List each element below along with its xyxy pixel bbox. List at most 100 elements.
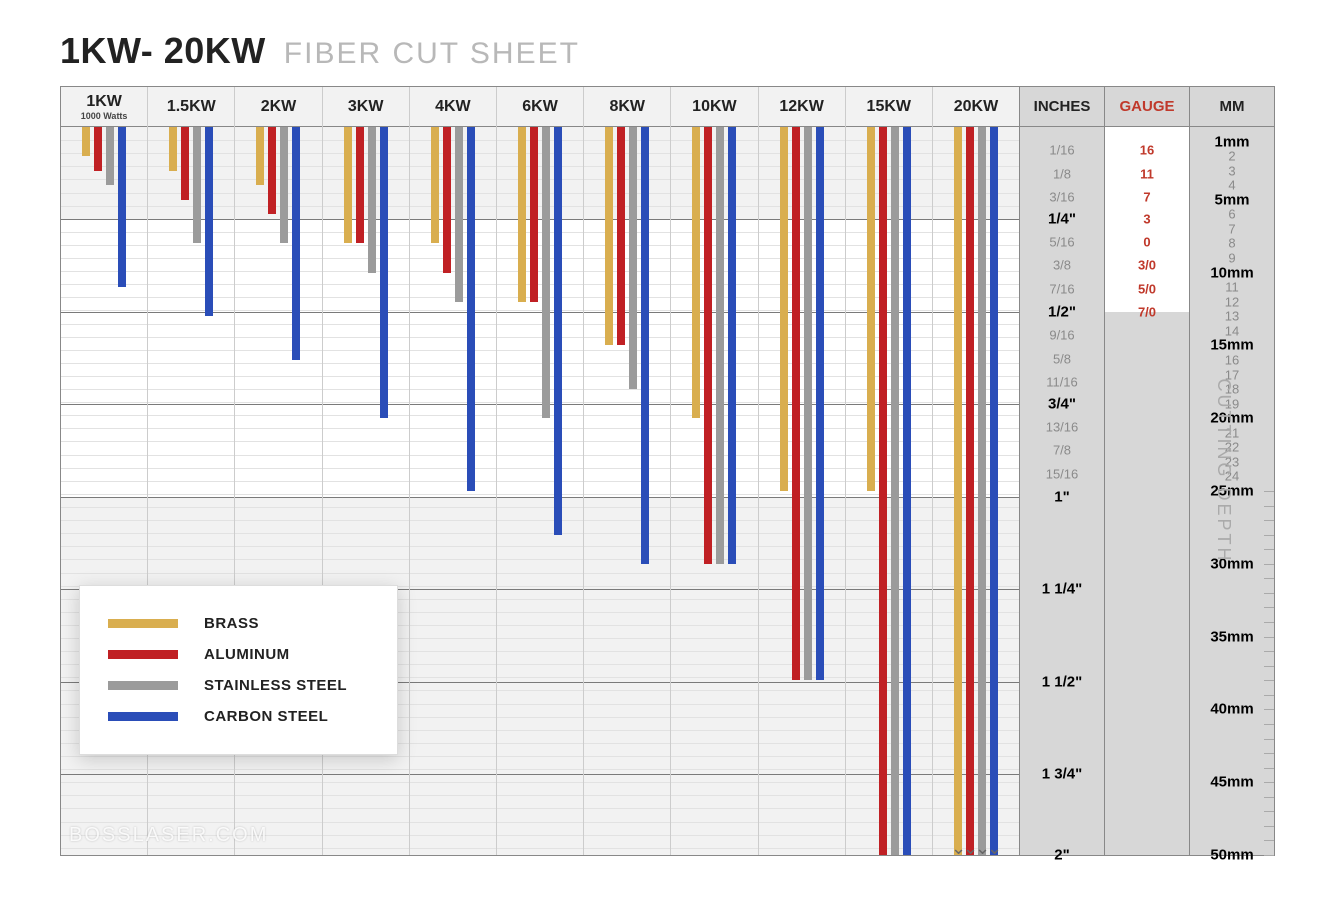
scale-inches-header: INCHES — [1020, 87, 1104, 127]
legend-swatch-stainless — [108, 681, 178, 690]
inches-mark: 15/16 — [1020, 466, 1104, 481]
mm-mark: 2 — [1190, 149, 1274, 164]
legend-swatch-brass — [108, 619, 178, 628]
power-col-header: 10KW — [671, 87, 757, 127]
mm-mark: 40mm — [1190, 701, 1274, 718]
bar-brass — [954, 127, 962, 855]
mm-fine-tick — [1264, 637, 1274, 638]
bar-aluminum — [356, 127, 364, 243]
bar-carbon — [205, 127, 213, 316]
watermark: BOSSLASER.COM — [69, 824, 268, 847]
bar-aluminum — [792, 127, 800, 680]
inches-mark: 7/8 — [1020, 443, 1104, 458]
scale-inches: INCHES 1/161/83/161/4"5/163/87/161/2"9/1… — [1019, 87, 1104, 855]
inches-mark: 3/4" — [1020, 396, 1104, 413]
gauge-shade — [1105, 312, 1189, 855]
bar-brass — [867, 127, 875, 491]
overflow-arrow-icon: ⌄ — [987, 838, 1002, 859]
mm-mark: 45mm — [1190, 774, 1274, 791]
power-label: 10KW — [692, 98, 736, 116]
mm-mark: 8 — [1190, 236, 1274, 251]
mm-mark: 1mm — [1190, 133, 1274, 150]
bar-aluminum — [94, 127, 102, 171]
mm-fine-tick — [1264, 593, 1274, 594]
cutting-depth-label: CUTTING DEPTH — [1213, 379, 1234, 564]
bar-brass — [82, 127, 90, 156]
power-col: 10KW — [671, 87, 758, 855]
bar-stainless — [978, 127, 986, 855]
bar-stainless — [193, 127, 201, 243]
mm-fine-tick — [1264, 666, 1274, 667]
inches-mark: 3/8 — [1020, 258, 1104, 273]
power-col-header: 15KW — [846, 87, 932, 127]
mm-fine-tick — [1264, 695, 1274, 696]
title-sub: FIBER CUT SHEET — [284, 37, 580, 71]
mm-fine-tick — [1264, 535, 1274, 536]
gauge-mark: 7 — [1105, 189, 1189, 204]
scale-mm-header: MM — [1190, 87, 1274, 127]
inches-mark: 1" — [1020, 488, 1104, 505]
power-label: 15KW — [867, 98, 911, 116]
mm-fine-tick — [1264, 797, 1274, 798]
inches-mark: 2" — [1020, 847, 1104, 864]
legend-row: BRASS — [108, 608, 347, 639]
mm-fine-tick — [1264, 564, 1274, 565]
bar-brass — [431, 127, 439, 243]
legend-label: CARBON STEEL — [204, 708, 328, 725]
gauge-mark: 7/0 — [1105, 304, 1189, 319]
inches-mark: 1/4" — [1020, 211, 1104, 228]
mm-mark: 12 — [1190, 294, 1274, 309]
legend-label: STAINLESS STEEL — [204, 677, 347, 694]
bar-brass — [169, 127, 177, 171]
legend: BRASSALUMINUMSTAINLESS STEELCARBON STEEL — [79, 585, 398, 755]
title-main: 1KW- 20KW — [60, 30, 266, 72]
bar-stainless — [804, 127, 812, 680]
legend-label: BRASS — [204, 615, 259, 632]
power-col-header: 1.5KW — [148, 87, 234, 127]
mm-fine-tick — [1264, 826, 1274, 827]
inches-mark: 1/16 — [1020, 143, 1104, 158]
bar-aluminum — [704, 127, 712, 564]
power-label: 1.5KW — [167, 98, 216, 116]
inches-mark: 5/8 — [1020, 351, 1104, 366]
power-sublabel: 1000 Watts — [81, 111, 128, 121]
power-label: 20KW — [954, 98, 998, 116]
mm-fine-tick — [1264, 549, 1274, 550]
legend-row: STAINLESS STEEL — [108, 670, 347, 701]
power-col: 15KW — [846, 87, 933, 855]
power-col-header: 6KW — [497, 87, 583, 127]
power-label: 1KW — [86, 93, 122, 111]
bar-brass — [256, 127, 264, 185]
gauge-mark: 3 — [1105, 212, 1189, 227]
bar-carbon — [292, 127, 300, 360]
mm-fine-tick — [1264, 607, 1274, 608]
inches-mark: 13/16 — [1020, 419, 1104, 434]
mm-fine-tick — [1264, 724, 1274, 725]
mm-fine-tick — [1264, 739, 1274, 740]
power-label: 12KW — [779, 98, 823, 116]
mm-mark: 50mm — [1190, 847, 1274, 864]
bar-brass — [518, 127, 526, 302]
mm-mark: 6 — [1190, 207, 1274, 222]
scale-inches-body: 1/161/83/161/4"5/163/87/161/2"9/165/811/… — [1020, 127, 1104, 855]
scale-gauge-body: 16117303/05/07/0 — [1105, 127, 1189, 855]
page-title: 1KW- 20KW FIBER CUT SHEET — [60, 30, 1275, 72]
bars-area — [759, 127, 845, 855]
bar-aluminum — [617, 127, 625, 345]
bar-carbon — [903, 127, 911, 855]
mm-fine-tick — [1264, 506, 1274, 507]
mm-mark: 11 — [1190, 280, 1274, 295]
bar-stainless — [368, 127, 376, 273]
inches-mark: 1/2" — [1020, 303, 1104, 320]
inches-mark: 1 1/4" — [1020, 581, 1104, 598]
bars-area — [497, 127, 583, 855]
scale-gauge: GAUGE 16117303/05/07/0 — [1104, 87, 1189, 855]
bar-carbon — [990, 127, 998, 855]
inches-mark: 11/16 — [1020, 374, 1104, 389]
power-col-header: 2KW — [235, 87, 321, 127]
gauge-mark: 5/0 — [1105, 281, 1189, 296]
power-col-header: 4KW — [410, 87, 496, 127]
power-col: 8KW — [584, 87, 671, 855]
bar-brass — [692, 127, 700, 418]
bar-brass — [780, 127, 788, 491]
